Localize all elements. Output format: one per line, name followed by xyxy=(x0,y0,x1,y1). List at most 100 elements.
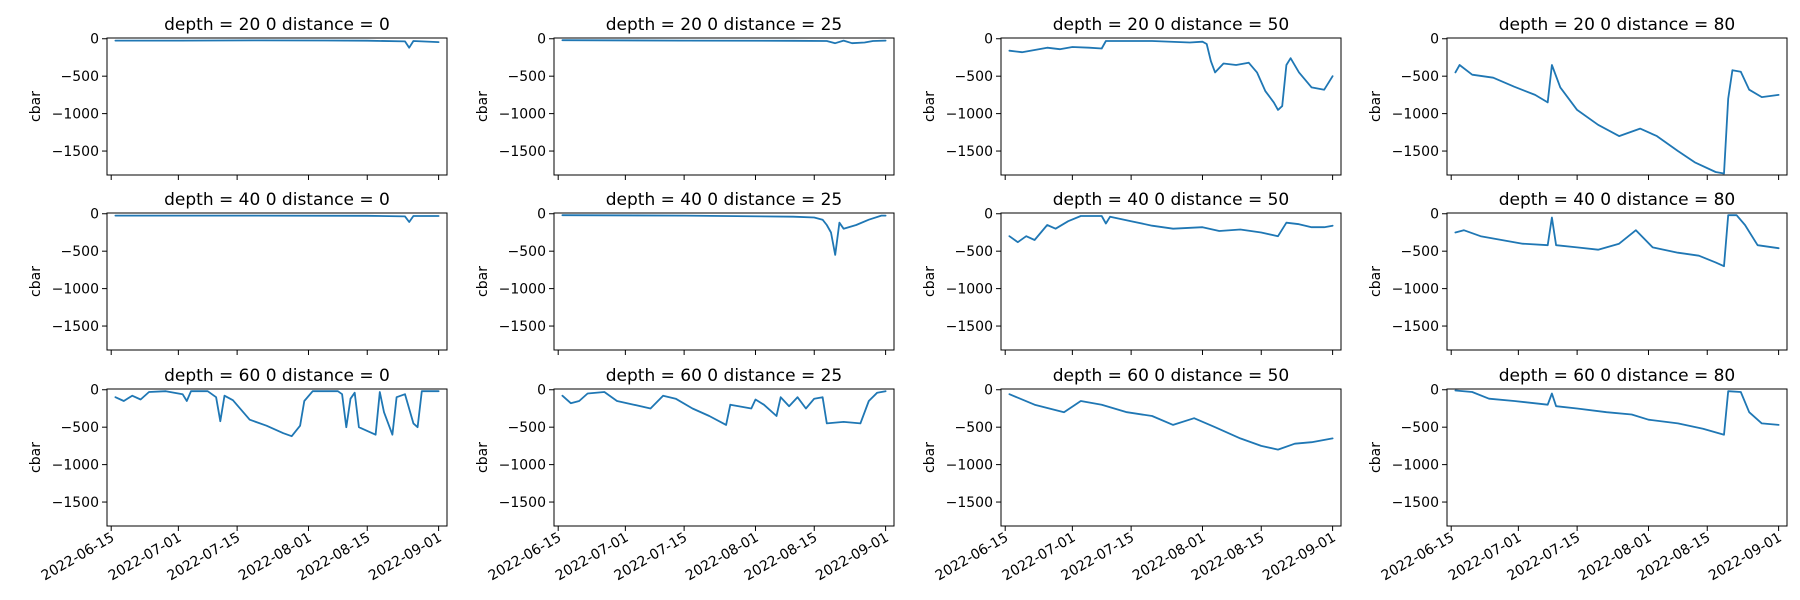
y-tick-label: 0 xyxy=(1430,32,1439,48)
y-tick-label: −500 xyxy=(1401,69,1439,85)
subplot-title: depth = 20 0 distance = 80 xyxy=(1499,15,1736,35)
subplot-7: depth = 40 0 distance = 50 cbar 0 −500 −1000… xyxy=(922,190,1342,355)
y-tick-label: −1500 xyxy=(946,144,993,160)
subplot-2: depth = 20 0 distance = 25 cbar 0 −500 −1000… xyxy=(475,15,895,180)
y-tick-label: 0 xyxy=(1430,207,1439,223)
x-tick-label: 2022-09-01 xyxy=(366,530,444,585)
x-tick-label: 2022-06-15 xyxy=(486,530,564,585)
plot-frame xyxy=(1446,388,1788,527)
y-tick-label: −500 xyxy=(508,69,546,85)
y-tick-label: −500 xyxy=(955,69,993,85)
plot-frame xyxy=(106,388,448,527)
y-axis-label: cbar xyxy=(28,442,44,473)
plot-frame xyxy=(1000,37,1342,176)
y-tick-label: 0 xyxy=(984,207,993,223)
y-axis-label: cbar xyxy=(28,91,44,122)
y-axis-label: cbar xyxy=(1368,266,1384,297)
plot-frame xyxy=(1000,212,1342,351)
series-line xyxy=(1008,215,1334,244)
y-tick-label: −1500 xyxy=(52,319,99,335)
y-tick-label: 0 xyxy=(1430,383,1439,399)
y-tick-label: −1000 xyxy=(52,107,99,123)
y-tick-label: 0 xyxy=(537,207,546,223)
y-axis-label: cbar xyxy=(475,91,491,122)
y-tick-label: −1000 xyxy=(946,458,993,474)
y-tick-label: −1500 xyxy=(946,319,993,335)
y-tick-label: −500 xyxy=(1401,420,1439,436)
subplot-title: depth = 40 0 distance = 80 xyxy=(1499,190,1736,210)
y-axis-label: cbar xyxy=(1368,442,1384,473)
subplot-title: depth = 40 0 distance = 0 xyxy=(164,190,390,210)
subplot-6: depth = 40 0 distance = 25 cbar 0 −500 −1000… xyxy=(475,190,895,355)
subplot-8: depth = 40 0 distance = 80 cbar 0 −500 −1000… xyxy=(1368,190,1788,355)
subplot-1: depth = 20 0 distance = 0 cbar 0 −500 −1000 −… xyxy=(28,15,448,180)
y-tick-label: −1500 xyxy=(1392,495,1439,511)
series-line xyxy=(561,39,887,45)
x-tick-label: 2022-06-15 xyxy=(933,530,1011,585)
y-axis-label: cbar xyxy=(28,266,44,297)
plot-frame xyxy=(106,212,448,351)
y-axis-label: cbar xyxy=(475,266,491,297)
series-line xyxy=(561,214,887,256)
subplot-11: depth = 60 0 distance = 50 cbar 0 −500 −1000… xyxy=(922,366,1342,585)
x-tick-label: 2022-06-15 xyxy=(1379,530,1457,585)
subplot-title: depth = 40 0 distance = 25 xyxy=(606,190,843,210)
subplot-10: depth = 60 0 distance = 25 cbar 0 −500 −1000… xyxy=(475,366,895,585)
subplot-12: depth = 60 0 distance = 80 cbar 0 −500 −1000… xyxy=(1368,366,1788,585)
y-tick-label: 0 xyxy=(984,383,993,399)
y-tick-label: −500 xyxy=(61,244,99,260)
y-tick-label: 0 xyxy=(90,207,99,223)
y-tick-label: −500 xyxy=(508,420,546,436)
y-tick-label: 0 xyxy=(537,383,546,399)
series-line xyxy=(114,390,440,438)
subplot-5: depth = 40 0 distance = 0 cbar 0 −500 −1000 −… xyxy=(28,190,448,355)
x-tick-label: 2022-06-15 xyxy=(39,530,117,585)
y-tick-label: −1500 xyxy=(1392,144,1439,160)
subplot-3: depth = 20 0 distance = 50 cbar 0 −500 −1000… xyxy=(922,15,1342,180)
y-tick-label: −500 xyxy=(61,69,99,85)
series-line xyxy=(114,214,440,223)
y-tick-label: −1000 xyxy=(52,282,99,298)
subplot-title: depth = 60 0 distance = 0 xyxy=(164,366,390,386)
plot-frame xyxy=(553,388,895,527)
y-tick-label: 0 xyxy=(537,32,546,48)
plot-frame xyxy=(553,37,895,176)
y-tick-label: −1000 xyxy=(52,458,99,474)
series-line xyxy=(561,390,887,426)
y-tick-label: 0 xyxy=(984,32,993,48)
series-line xyxy=(114,39,440,49)
y-tick-label: −1000 xyxy=(499,458,546,474)
y-tick-label: −1500 xyxy=(499,495,546,511)
y-axis-label: cbar xyxy=(922,91,938,122)
y-tick-label: −1500 xyxy=(52,495,99,511)
subplot-title: depth = 20 0 distance = 50 xyxy=(1053,15,1290,35)
plot-frame xyxy=(106,37,448,176)
series-line xyxy=(1454,64,1780,175)
y-tick-label: −1500 xyxy=(499,144,546,160)
subplot-title: depth = 60 0 distance = 25 xyxy=(606,366,843,386)
y-tick-label: −1000 xyxy=(946,282,993,298)
subplot-title: depth = 40 0 distance = 50 xyxy=(1053,190,1290,210)
plot-frame xyxy=(553,212,895,351)
series-line xyxy=(1008,393,1334,451)
y-tick-label: −1000 xyxy=(946,107,993,123)
plot-frame xyxy=(1000,388,1342,527)
y-tick-label: −1000 xyxy=(499,107,546,123)
y-tick-label: −1000 xyxy=(1392,282,1439,298)
subplot-9: depth = 60 0 distance = 0 cbar 0 −500 −1000 −… xyxy=(28,366,448,585)
subplot-title: depth = 60 0 distance = 80 xyxy=(1499,366,1736,386)
y-axis-label: cbar xyxy=(1368,91,1384,122)
y-axis-label: cbar xyxy=(922,442,938,473)
y-tick-label: −500 xyxy=(61,420,99,436)
x-tick-label: 2022-09-01 xyxy=(813,530,891,585)
series-line xyxy=(1454,389,1780,436)
x-tick-label: 2022-09-01 xyxy=(1260,530,1338,585)
y-tick-label: −1500 xyxy=(946,495,993,511)
subplot-title: depth = 60 0 distance = 50 xyxy=(1053,366,1290,386)
y-tick-label: −1000 xyxy=(499,282,546,298)
y-tick-label: −500 xyxy=(955,244,993,260)
y-axis-label: cbar xyxy=(922,266,938,297)
x-tick-label: 2022-09-01 xyxy=(1706,530,1784,585)
y-axis-label: cbar xyxy=(475,442,491,473)
